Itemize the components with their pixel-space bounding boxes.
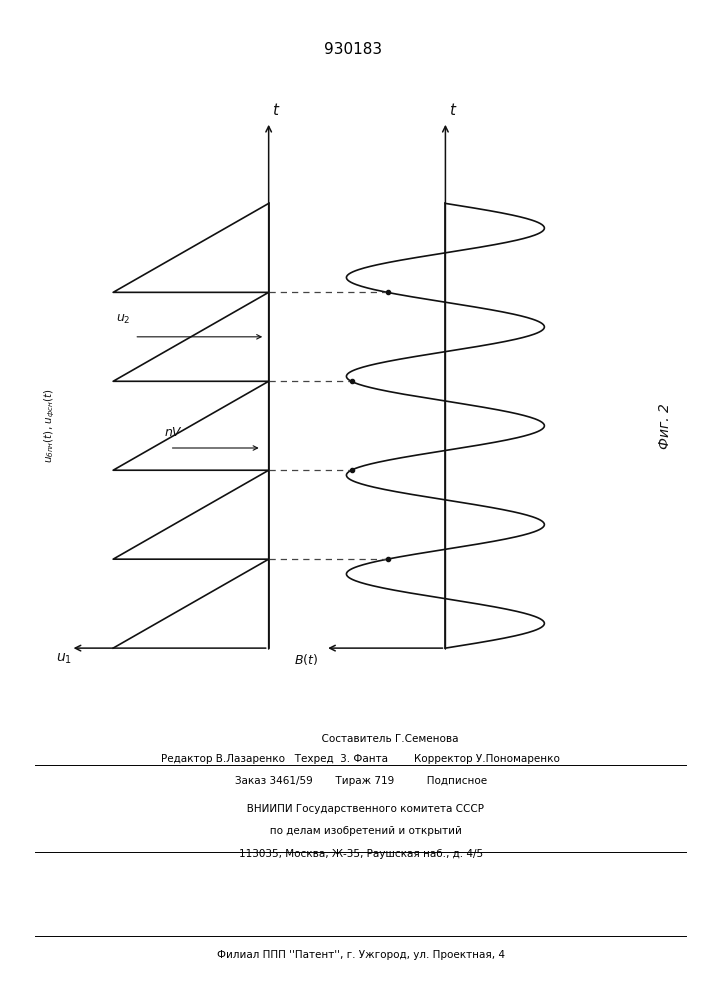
Text: ВНИИПИ Государственного комитета СССР: ВНИИПИ Государственного комитета СССР [237, 804, 484, 814]
Text: $B(t)$: $B(t)$ [294, 652, 318, 667]
Text: $u_2$: $u_2$ [117, 313, 131, 326]
Text: Заказ 3461/59       Тираж 719          Подписное: Заказ 3461/59 Тираж 719 Подписное [235, 776, 486, 786]
Text: Фиг. 2: Фиг. 2 [658, 403, 672, 449]
Text: t: t [272, 103, 278, 118]
Text: Составитель Г.Семенова: Составитель Г.Семенова [263, 734, 458, 744]
Text: $u_1$: $u_1$ [56, 652, 71, 666]
Text: 930183: 930183 [325, 42, 382, 57]
Text: nV: nV [165, 426, 182, 439]
Text: $u_{бпн}(t)$, $u_{фсн}(t)$: $u_{бпн}(t)$, $u_{фсн}(t)$ [42, 388, 57, 463]
Text: 113035, Москва, Ж-35, Раушская наб., д. 4/5: 113035, Москва, Ж-35, Раушская наб., д. … [238, 849, 483, 859]
Text: t: t [449, 103, 455, 118]
Text: Филиал ППП ''Патент'', г. Ужгород, ул. Проектная, 4: Филиал ППП ''Патент'', г. Ужгород, ул. П… [216, 950, 505, 960]
Text: Редактор В.Лазаренко   Техред  3. Фанта        Корректор У.Пономаренко: Редактор В.Лазаренко Техред 3. Фанта Кор… [161, 754, 560, 764]
Text: по делам изобретений и открытий: по делам изобретений и открытий [259, 826, 462, 836]
